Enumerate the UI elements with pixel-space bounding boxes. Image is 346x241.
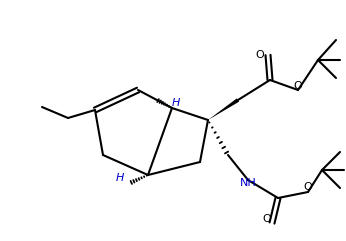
Text: O: O: [294, 81, 302, 91]
Text: NH: NH: [240, 178, 256, 188]
Text: O: O: [256, 50, 264, 60]
Text: O: O: [263, 214, 271, 224]
Polygon shape: [208, 98, 239, 120]
Text: H: H: [116, 173, 124, 183]
Text: H: H: [172, 98, 180, 108]
Text: O: O: [304, 182, 312, 192]
